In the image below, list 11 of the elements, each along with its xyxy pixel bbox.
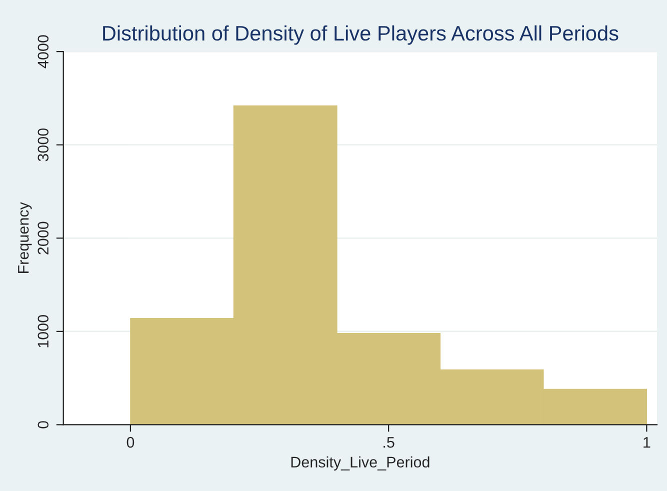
- y-tick-label: 3000: [38, 128, 49, 162]
- y-tick-label: 2000: [38, 222, 49, 254]
- y-tick-label: 4000: [38, 35, 49, 68]
- x-tick-label: 0: [126, 436, 134, 448]
- x-tick-label: .5: [384, 437, 394, 448]
- y-tick-label: 1000: [38, 315, 49, 348]
- x-tick-label: 1: [644, 437, 650, 448]
- y-tick-label: 0: [38, 421, 49, 428]
- x-axis-title: Density_Live_Period: [291, 456, 430, 471]
- chart-title: Distribution of Density of Live Players Across All Periods: [103, 25, 618, 45]
- y-axis-title: Frequency: [18, 202, 32, 273]
